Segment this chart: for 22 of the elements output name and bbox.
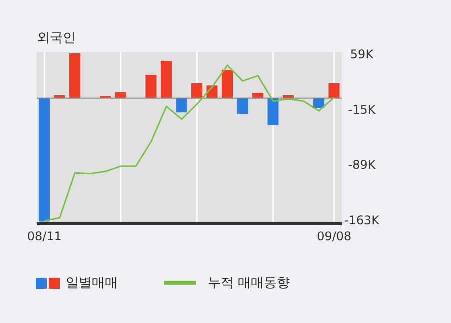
legend-label: 일별매매 (65, 275, 118, 292)
bar (191, 83, 202, 98)
y-tick-label: -15K (348, 102, 377, 117)
bar (252, 93, 264, 98)
y-tick-label: -89K (348, 158, 377, 172)
bar (176, 98, 188, 113)
x-tick-label: 09/08 (317, 230, 352, 244)
bar (268, 98, 279, 126)
y-tick-label: -163K (344, 214, 381, 228)
bar (328, 83, 340, 98)
bar (115, 92, 126, 98)
bar (146, 75, 157, 98)
legend-label: 누적 매매동향 (207, 275, 290, 292)
y-tick-label: 59K (350, 48, 375, 62)
bar (69, 53, 80, 98)
line-series (44, 64, 336, 222)
bar (38, 98, 50, 222)
bar (160, 60, 172, 98)
bar (237, 98, 248, 114)
bar (222, 70, 233, 98)
x-tick-label: 08/11 (27, 230, 62, 244)
chart-title: 외국인 (37, 30, 76, 47)
